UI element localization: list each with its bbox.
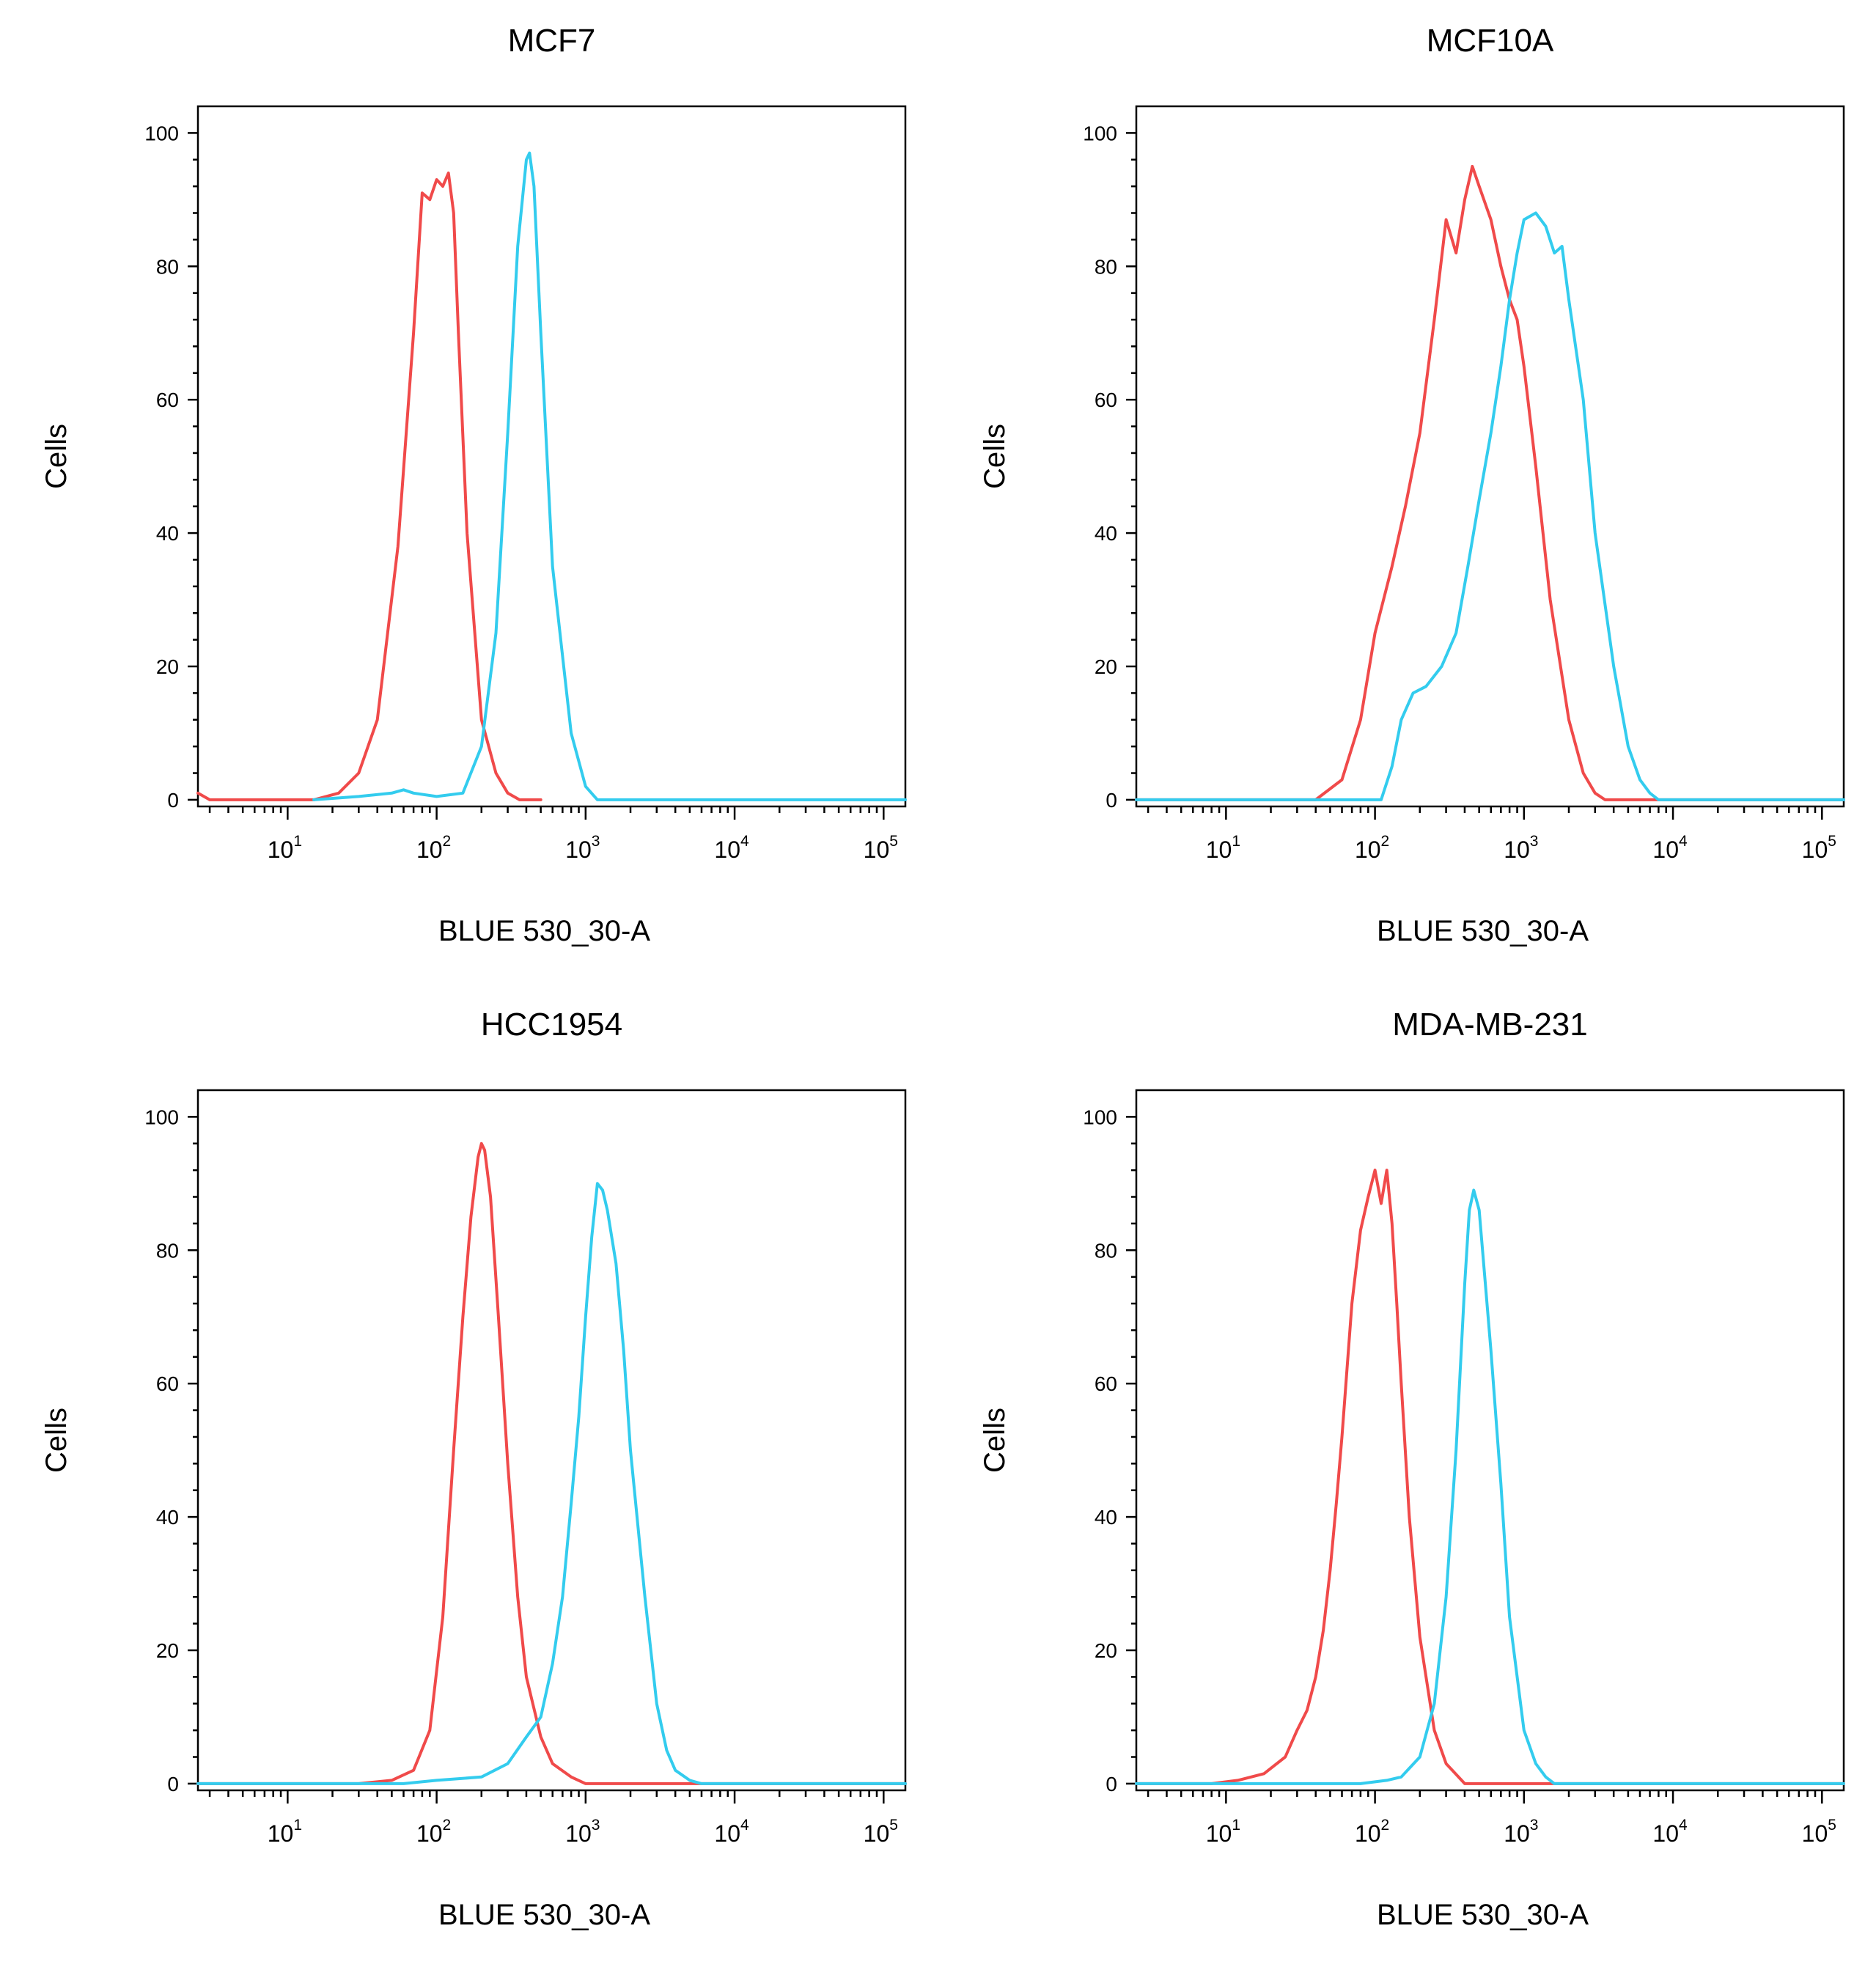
x-tick-label: 104 bbox=[714, 833, 749, 863]
y-tick-label: 60 bbox=[156, 1372, 179, 1395]
y-axis-label: Cells bbox=[979, 424, 1011, 489]
plot-frame bbox=[196, 105, 907, 808]
x-tick-label: 105 bbox=[864, 1817, 898, 1847]
x-tick-label: 101 bbox=[1206, 833, 1240, 863]
chart-title: MDA-MB-231 bbox=[1392, 1007, 1588, 1043]
histogram-panel-mda-mb-231: MDA-MB-231 0 20 40 60 80 100 101 102 103 104 105 BLU… bbox=[938, 984, 1876, 1967]
y-tick-label: 100 bbox=[144, 122, 179, 144]
x-tick-label: 104 bbox=[1652, 833, 1688, 863]
y-tick-label: 60 bbox=[1095, 1372, 1117, 1395]
y-tick-label: 40 bbox=[156, 522, 179, 545]
y-tick-label: 60 bbox=[156, 389, 179, 411]
x-axis-label: BLUE 530_30-A bbox=[438, 1899, 650, 1931]
y-axis-label: Cells bbox=[979, 1408, 1011, 1473]
y-tick-label: 80 bbox=[1095, 255, 1117, 278]
series-control-line bbox=[1135, 1169, 1845, 1785]
histogram-panel-hcc1954: HCC1954 0 20 40 60 80 100 101 102 103 104 105 BLUE 5… bbox=[0, 984, 938, 1967]
y-tick-label: 0 bbox=[167, 1773, 179, 1795]
x-axis-label: BLUE 530_30-A bbox=[438, 915, 650, 947]
series-stained-line bbox=[1135, 1188, 1845, 1785]
plot-frame bbox=[1135, 1089, 1845, 1792]
y-tick-label: 0 bbox=[1106, 1773, 1117, 1795]
chart-title: HCC1954 bbox=[481, 1007, 622, 1043]
chart-svg: MDA-MB-231 0 20 40 60 80 100 101 102 103 104 105 BLU… bbox=[979, 1007, 1845, 1931]
y-tick-label: 100 bbox=[144, 1106, 179, 1128]
y-tick-label: 20 bbox=[156, 655, 179, 678]
plot-frame bbox=[196, 1089, 907, 1792]
x-tick-label: 101 bbox=[268, 833, 302, 863]
chart-svg: MCF10A 0 20 40 60 80 100 101 102 103 104 105 BLUE 53… bbox=[979, 23, 1845, 947]
chart-svg: HCC1954 0 20 40 60 80 100 101 102 103 104 105 BLUE 5… bbox=[40, 1007, 907, 1931]
x-tick-label: 105 bbox=[864, 833, 898, 863]
chart-svg: MCF7 0 20 40 60 80 100 101 102 103 104 105 BLUE 530_… bbox=[40, 23, 907, 947]
y-tick-label: 40 bbox=[1095, 1506, 1117, 1529]
x-tick-label: 103 bbox=[565, 1817, 600, 1847]
x-tick-label: 103 bbox=[1504, 833, 1538, 863]
series-stained-line bbox=[1135, 211, 1845, 801]
series-control-line bbox=[1135, 164, 1845, 801]
plot-frame bbox=[1135, 105, 1845, 808]
y-tick-label: 60 bbox=[1095, 389, 1117, 411]
y-tick-label: 100 bbox=[1083, 1106, 1117, 1128]
x-tick-label: 103 bbox=[1504, 1817, 1538, 1847]
x-tick-label: 102 bbox=[1355, 1817, 1389, 1847]
series-stained-line bbox=[196, 1182, 907, 1785]
x-tick-label: 102 bbox=[1355, 833, 1389, 863]
y-tick-label: 0 bbox=[167, 789, 179, 812]
y-tick-label: 20 bbox=[1095, 1639, 1117, 1662]
x-tick-label: 103 bbox=[565, 833, 600, 863]
y-tick-label: 80 bbox=[156, 1239, 179, 1262]
x-axis-label: BLUE 530_30-A bbox=[1377, 915, 1589, 947]
x-tick-label: 102 bbox=[416, 1817, 451, 1847]
x-tick-label: 101 bbox=[268, 1817, 302, 1847]
chart-title: MCF10A bbox=[1427, 23, 1554, 59]
x-tick-label: 102 bbox=[416, 833, 451, 863]
y-tick-label: 40 bbox=[156, 1506, 179, 1529]
histogram-panel-mcf7: MCF7 0 20 40 60 80 100 101 102 103 104 105 BLUE 530_… bbox=[0, 0, 938, 983]
y-tick-label: 80 bbox=[1095, 1239, 1117, 1262]
y-tick-label: 100 bbox=[1083, 122, 1117, 144]
series-control-line bbox=[196, 1141, 907, 1785]
x-tick-label: 104 bbox=[1652, 1817, 1688, 1847]
histogram-panel-mcf10a: MCF10A 0 20 40 60 80 100 101 102 103 104 105 BLUE 53… bbox=[938, 0, 1876, 983]
x-tick-label: 101 bbox=[1206, 1817, 1240, 1847]
y-tick-label: 40 bbox=[1095, 522, 1117, 545]
y-axis-label: Cells bbox=[40, 424, 73, 489]
series-control-line bbox=[196, 172, 542, 801]
y-tick-label: 0 bbox=[1106, 789, 1117, 812]
y-tick-label: 80 bbox=[156, 255, 179, 278]
x-tick-label: 105 bbox=[1802, 1817, 1836, 1847]
chart-title: MCF7 bbox=[508, 23, 596, 59]
y-axis-label: Cells bbox=[40, 1408, 73, 1473]
x-tick-label: 104 bbox=[714, 1817, 749, 1847]
x-tick-label: 105 bbox=[1802, 833, 1836, 863]
series-stained-line bbox=[312, 151, 907, 801]
y-tick-label: 20 bbox=[1095, 655, 1117, 678]
y-tick-label: 20 bbox=[156, 1639, 179, 1662]
x-axis-label: BLUE 530_30-A bbox=[1377, 1899, 1589, 1931]
